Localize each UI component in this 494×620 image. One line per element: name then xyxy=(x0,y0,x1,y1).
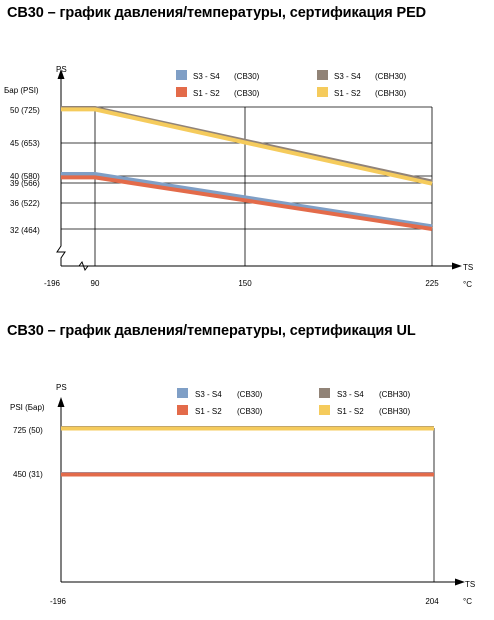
legend-label: (CBH30) xyxy=(375,72,406,81)
legend-swatch xyxy=(319,405,330,415)
y-axis-units: Бар (PSI) xyxy=(4,86,39,95)
y-axis-label: PS xyxy=(56,65,67,74)
y-tick-label: 50 (725) xyxy=(10,106,40,115)
legend-label: S1 - S2 xyxy=(195,407,222,416)
legend-label: (CB30) xyxy=(237,407,263,416)
y-axis-units: PSI (Бар) xyxy=(10,403,45,412)
x-axis-break xyxy=(78,260,89,272)
y-tick-label: 32 (464) xyxy=(10,226,40,235)
legend-swatch xyxy=(317,87,328,97)
legend-label: S1 - S2 xyxy=(193,89,220,98)
legend-label: (CB30) xyxy=(234,72,260,81)
legend-swatch xyxy=(177,405,188,415)
legend-label: S1 - S2 xyxy=(334,89,361,98)
x-tick-label: -196 xyxy=(44,279,61,288)
x-tick-label: 204 xyxy=(425,597,439,606)
legend-label: (CBH30) xyxy=(379,390,410,399)
ped-chart: PS Бар (PSI) TS °C -196 90 150 225 50 (725) 45 (6… xyxy=(4,65,473,289)
legend-label: S3 - S4 xyxy=(193,72,220,81)
legend-label: (CBH30) xyxy=(375,89,406,98)
x-axis-unit: °C xyxy=(463,280,472,289)
x-axis-label: TS xyxy=(465,580,475,589)
y-axis-arrow xyxy=(57,69,65,79)
y-tick-label: 40 (580) xyxy=(10,172,40,181)
x-tick-label: 225 xyxy=(425,279,439,288)
chart-title-ped: CB30 – график давления/температуры, серт… xyxy=(7,5,427,21)
legend-swatch xyxy=(317,70,328,80)
chart-title-ul: CB30 – график давления/температуры, серт… xyxy=(7,323,416,339)
x-tick-label: 150 xyxy=(238,279,252,288)
y-tick-label: 39 (566) xyxy=(10,179,40,188)
legend-swatch xyxy=(319,388,330,398)
y-axis xyxy=(56,76,66,266)
legend-label: (CBH30) xyxy=(379,407,410,416)
legend-label: S1 - S2 xyxy=(337,407,364,416)
y-axis-arrow xyxy=(57,397,65,407)
legend-label: S3 - S4 xyxy=(195,390,222,399)
legend-label: (CB30) xyxy=(237,390,263,399)
series-line xyxy=(61,172,433,229)
x-axis-arrow xyxy=(455,578,465,586)
series-line xyxy=(61,175,433,231)
legend-label: S3 - S4 xyxy=(337,390,364,399)
y-tick-label: 45 (653) xyxy=(10,139,40,148)
x-axis-label: TS xyxy=(463,263,473,272)
legend-label: S3 - S4 xyxy=(334,72,361,81)
y-tick-label: 36 (522) xyxy=(10,199,40,208)
y-tick-label: 450 (31) xyxy=(13,470,43,479)
x-tick-label: 90 xyxy=(91,279,100,288)
legend-label: (CB30) xyxy=(234,89,260,98)
legend-swatch xyxy=(176,70,187,80)
y-tick-label: 725 (50) xyxy=(13,426,43,435)
series-line xyxy=(61,107,433,186)
legend-swatch xyxy=(177,388,188,398)
legend-swatch xyxy=(176,87,187,97)
x-axis-unit: °C xyxy=(463,597,472,606)
x-axis-arrow xyxy=(452,262,462,270)
x-tick-label: -196 xyxy=(50,597,67,606)
y-axis-label: PS xyxy=(56,383,67,392)
